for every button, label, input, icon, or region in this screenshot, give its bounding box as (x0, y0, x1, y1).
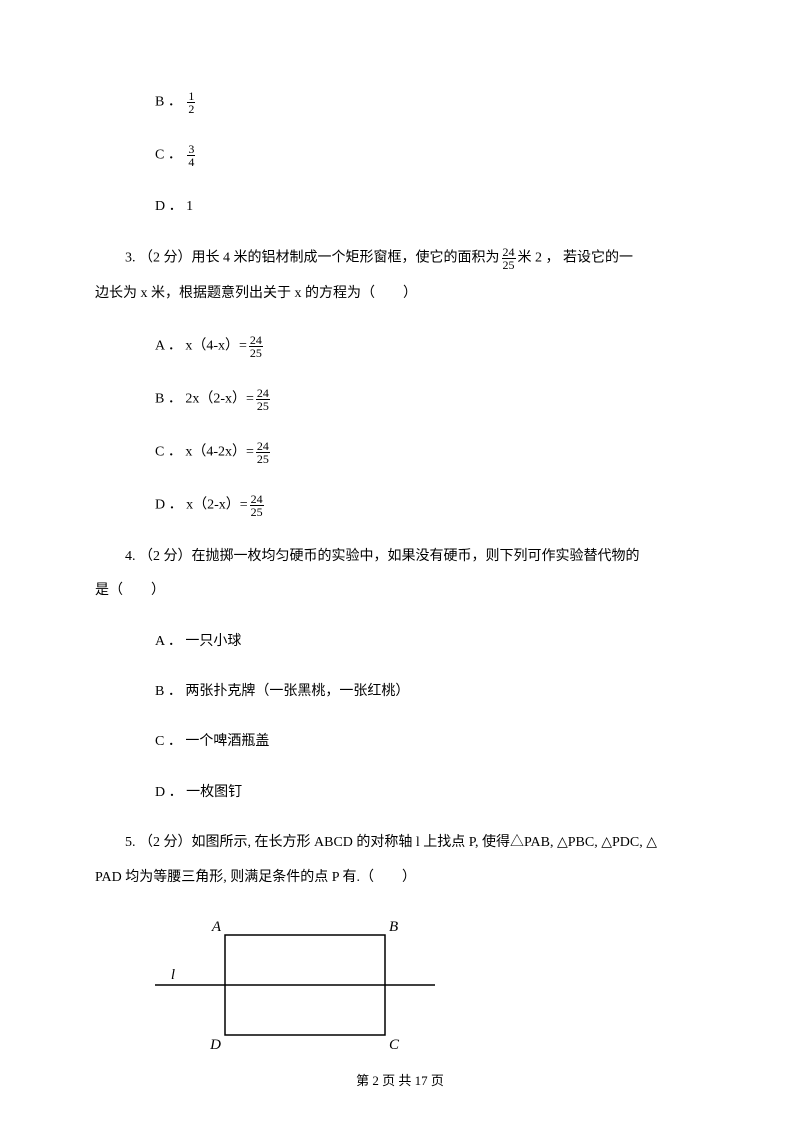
q5-stem-line1: 5. （2 分）如图所示, 在长方形 ABCD 的对称轴 l 上找点 P, 使得… (125, 832, 705, 854)
q3-option-c: C ． x（4-2x）=2425 (155, 440, 705, 465)
q4-stem-line2: 是（ ） (95, 580, 705, 602)
fraction-24-25: 2425 (502, 246, 516, 271)
q4-option-b: B ． 两张扑克牌（一张黑桃，一张红桃） (155, 681, 705, 703)
q3-option-d: D ． x（2-x）=2425 (155, 493, 705, 518)
option-c: C ． 34 (155, 143, 705, 168)
fraction-icon: 2425 (249, 334, 263, 359)
q3-option-b: B ． 2x（2-x）=2425 (155, 387, 705, 412)
fraction-icon: 2425 (256, 440, 270, 465)
q4-option-c: C ． 一个啤酒瓶盖 (155, 731, 705, 753)
rectangle-diagram: A B C Dl (155, 917, 435, 1052)
option-b-prefix: B ． (155, 95, 185, 110)
fraction-1-2: 12 (187, 90, 195, 115)
svg-text:C: C (389, 1037, 400, 1052)
q3-stem-line2: 边长为 x 米，根据题意列出关于 x 的方程为（ ） (95, 283, 705, 305)
q5-figure: A B C Dl (155, 917, 705, 1060)
q4-option-d: D ． 一枚图钉 (155, 782, 705, 804)
option-d-text: D ． 1 (155, 199, 193, 214)
q4-option-a: A ． 一只小球 (155, 631, 705, 653)
svg-text:B: B (389, 919, 398, 935)
fraction-icon: 2425 (250, 493, 264, 518)
svg-text:l: l (171, 967, 175, 983)
svg-text:D: D (209, 1037, 221, 1052)
q5-stem-line2: PAD 均为等腰三角形, 则满足条件的点 P 有.（ ） (95, 867, 705, 889)
q3-stem-line1: 3. （2 分）用长 4 米的铝材制成一个矩形窗框，使它的面积为2425米 2 … (125, 246, 705, 271)
q4-stem-line1: 4. （2 分）在抛掷一枚均匀硬币的实验中，如果没有硬币，则下列可作实验替代物的 (125, 546, 705, 568)
q3-option-a: A ． x（4-x）=2425 (155, 334, 705, 359)
fraction-3-4: 34 (187, 143, 195, 168)
fraction-icon: 2425 (256, 387, 270, 412)
option-d: D ． 1 (155, 196, 705, 218)
page-total: 17 (415, 1073, 428, 1088)
option-b: B ． 12 (155, 90, 705, 115)
page-footer: 第 2 页 共 17 页 (0, 1071, 800, 1092)
option-c-prefix: C ． (155, 148, 185, 163)
svg-text:A: A (211, 919, 222, 935)
